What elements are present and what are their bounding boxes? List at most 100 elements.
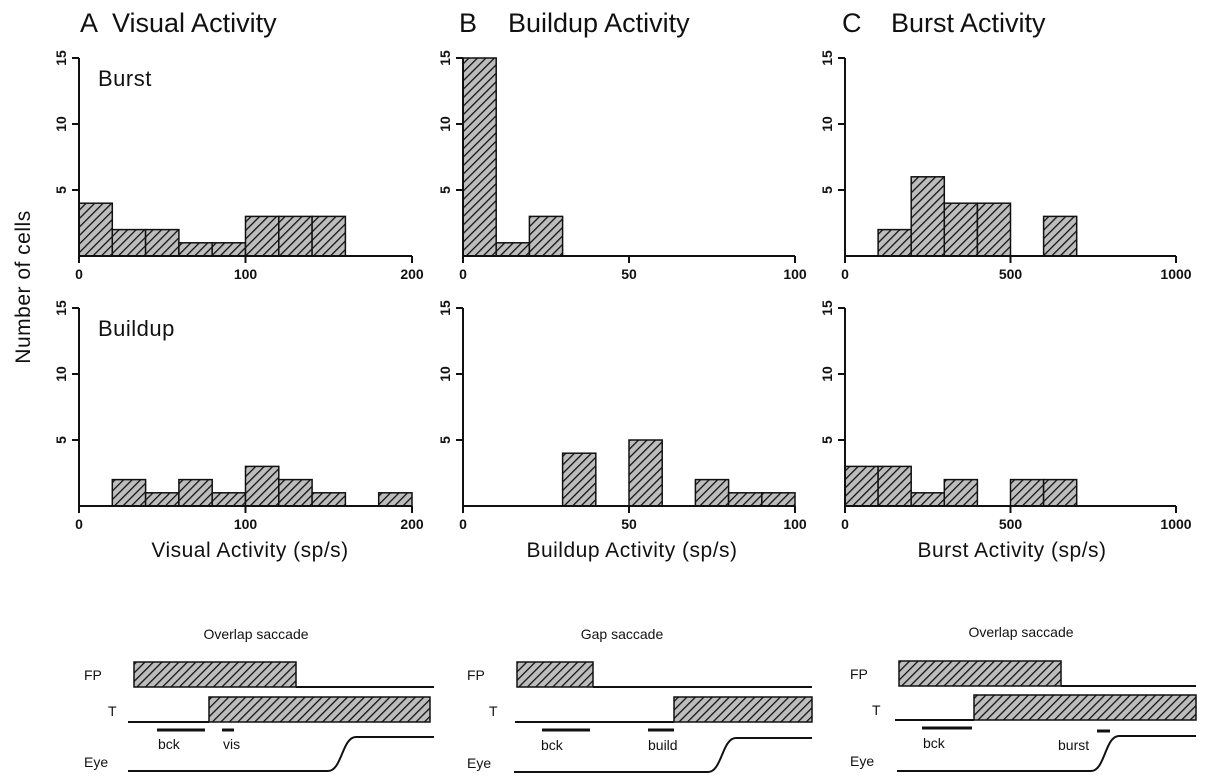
y-tick-label: 10 [53, 366, 69, 382]
row-label: Burst [98, 66, 152, 91]
column-header-b: B Buildup Activity [459, 8, 690, 38]
histogram-bar [976, 202, 1012, 257]
diagram-title: Overlap saccade [968, 624, 1073, 640]
diagram-title: Gap saccade [581, 626, 664, 642]
y-tick-label: 5 [437, 186, 453, 194]
histogram-bar [761, 492, 796, 507]
histogram-bar [244, 465, 280, 507]
y-axis-label: Number of cells [12, 210, 35, 363]
t-label: T [489, 703, 498, 719]
t-label: T [108, 703, 117, 719]
burst-window-label: burst [1058, 737, 1089, 753]
fp-on-bar [516, 661, 594, 688]
panel-title-b: Buildup Activity [508, 8, 690, 38]
histogram-b-buildup: 0 50 100 5 10 15 [437, 300, 807, 532]
build-window-label: build [648, 737, 678, 753]
vis-window-label: vis [223, 736, 240, 752]
y-tick-label: 10 [437, 366, 453, 382]
x-tick-label: 1000 [1160, 266, 1191, 282]
panel-letter-b: B [459, 8, 477, 38]
t-label: T [872, 702, 881, 718]
histogram-bar [877, 228, 912, 257]
fp-on-bar [133, 661, 297, 688]
y-tick-label: 5 [819, 436, 835, 444]
y-tick-label: 10 [819, 366, 835, 382]
bck-window-label: bck [541, 737, 564, 753]
x-tick-label: 0 [75, 266, 83, 282]
x-tick-label: 0 [841, 266, 849, 282]
histogram-bar [144, 492, 180, 507]
histogram-bar [178, 242, 213, 257]
eye-label: Eye [467, 755, 491, 771]
row-label: Buildup [98, 316, 175, 341]
x-tick-label: 100 [783, 266, 807, 282]
x-tick-label: 0 [75, 516, 83, 532]
panel-title-c: Burst Activity [891, 8, 1046, 38]
histogram-bar [78, 202, 114, 257]
column-header-c: C Burst Activity [842, 8, 1046, 38]
histogram-bar [111, 228, 147, 257]
histogram-bar [178, 478, 213, 507]
histogram-bar [528, 215, 564, 257]
task-diagram-gap-buildup: Gap saccade FP T bck build Eye [467, 626, 813, 773]
x-tick-label: 100 [783, 516, 807, 532]
x-tick-label: 200 [400, 516, 424, 532]
histogram-bar [910, 176, 946, 257]
histogram-bar [628, 439, 663, 507]
histogram-bar [377, 492, 413, 507]
eye-label: Eye [84, 754, 108, 770]
x-tick-label: 200 [400, 266, 424, 282]
y-tick-label: 10 [53, 116, 69, 132]
histogram-bar [144, 228, 180, 257]
x-tick-label: 500 [999, 266, 1023, 282]
y-tick-label: 10 [437, 116, 453, 132]
histogram-bar [462, 57, 497, 257]
y-tick-label: 15 [437, 300, 453, 316]
y-tick-label: 15 [53, 300, 69, 316]
histogram-bar [877, 465, 912, 507]
t-on-bar [673, 696, 813, 723]
histogram-b-burst: 0 50 100 5 10 15 [437, 50, 807, 282]
histogram-bar [311, 215, 347, 257]
histogram-bar [844, 465, 879, 507]
eye-trace [514, 737, 812, 773]
y-tick-label: 15 [437, 50, 453, 66]
x-tick-label: 0 [459, 516, 467, 532]
x-tick-label: 0 [459, 266, 467, 282]
task-diagram-overlap-visual: Overlap saccade FP T bck vis Eye [84, 626, 434, 772]
y-tick-label: 10 [819, 116, 835, 132]
y-tick-label: 5 [437, 436, 453, 444]
y-tick-label: 5 [819, 186, 835, 194]
histogram-c-buildup: 0 500 1000 5 10 15 [819, 300, 1192, 532]
histogram-bar [211, 492, 247, 507]
x-tick-label: 500 [999, 516, 1023, 532]
y-tick-label: 5 [53, 436, 69, 444]
t-on-bar [208, 696, 431, 723]
panel-letter-a: A [80, 8, 98, 38]
x-tick-label: 1000 [1160, 516, 1191, 532]
x-tick-label: 50 [621, 516, 637, 532]
histogram-bar [1042, 478, 1078, 507]
x-tick-label: 100 [234, 516, 258, 532]
y-tick-label: 15 [819, 300, 835, 316]
bck-window-label: bck [923, 735, 946, 751]
t-on-bar [973, 694, 1197, 721]
column-header-a: A Visual Activity [80, 8, 277, 38]
fp-on-bar [898, 660, 1062, 687]
histogram-bar [727, 492, 763, 507]
histogram-bar [561, 452, 597, 507]
histogram-bar [211, 242, 247, 257]
eye-trace [128, 736, 434, 772]
eye-trace [897, 735, 1196, 772]
x-axis-title-c: Burst Activity (sp/s) [917, 539, 1106, 562]
task-diagram-overlap-burst: Overlap saccade FP T bck burst Eye [850, 624, 1197, 772]
x-tick-label: 0 [841, 516, 849, 532]
histogram-bar [910, 492, 946, 507]
histogram-bar [943, 478, 979, 507]
fp-label: FP [467, 667, 485, 683]
histogram-bar [1009, 478, 1045, 507]
histogram-bar [943, 202, 979, 257]
panel-letter-c: C [842, 8, 862, 38]
